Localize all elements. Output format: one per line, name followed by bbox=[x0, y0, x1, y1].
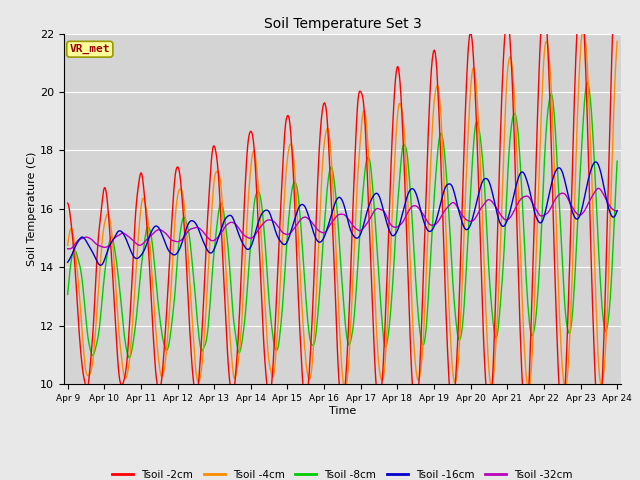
Legend: Tsoil -2cm, Tsoil -4cm, Tsoil -8cm, Tsoil -16cm, Tsoil -32cm: Tsoil -2cm, Tsoil -4cm, Tsoil -8cm, Tsoi… bbox=[108, 466, 577, 480]
Tsoil -32cm bbox=[131, 240, 139, 245]
Tsoil -8cm bbox=[426, 266, 434, 272]
Tsoil -2cm bbox=[595, 418, 603, 423]
Tsoil -8cm bbox=[584, 80, 591, 85]
Tsoil -32cm bbox=[216, 232, 223, 238]
Tsoil -16cm bbox=[426, 228, 434, 234]
Tsoil -2cm bbox=[74, 305, 81, 311]
Tsoil -32cm bbox=[64, 246, 72, 252]
Tsoil -2cm bbox=[426, 109, 433, 115]
Tsoil -8cm bbox=[125, 355, 133, 360]
Tsoil -8cm bbox=[216, 203, 223, 208]
Tsoil -8cm bbox=[74, 254, 81, 260]
Tsoil -4cm bbox=[186, 281, 194, 287]
Tsoil -16cm bbox=[187, 218, 195, 224]
Tsoil -32cm bbox=[613, 208, 621, 214]
Line: Tsoil -32cm: Tsoil -32cm bbox=[68, 189, 617, 249]
Tsoil -4cm bbox=[215, 171, 223, 177]
Tsoil -2cm bbox=[409, 391, 417, 396]
Tsoil -16cm bbox=[216, 231, 223, 237]
Tsoil -16cm bbox=[64, 259, 72, 265]
Line: Tsoil -16cm: Tsoil -16cm bbox=[68, 162, 617, 265]
Tsoil -4cm bbox=[613, 38, 621, 44]
Tsoil -4cm bbox=[131, 297, 138, 303]
Title: Soil Temperature Set 3: Soil Temperature Set 3 bbox=[264, 17, 421, 31]
Tsoil -2cm bbox=[131, 235, 138, 241]
Tsoil -32cm bbox=[65, 246, 73, 252]
Tsoil -32cm bbox=[595, 186, 603, 192]
Tsoil -32cm bbox=[410, 203, 418, 209]
Tsoil -16cm bbox=[74, 240, 81, 245]
Tsoil -4cm bbox=[74, 271, 81, 277]
Tsoil -4cm bbox=[64, 242, 72, 248]
Tsoil -2cm bbox=[215, 180, 223, 186]
Tsoil -16cm bbox=[97, 263, 104, 268]
Tsoil -4cm bbox=[409, 327, 417, 333]
Tsoil -8cm bbox=[64, 291, 72, 297]
Tsoil -16cm bbox=[592, 159, 600, 165]
Tsoil -2cm bbox=[64, 200, 72, 206]
Tsoil -16cm bbox=[410, 187, 418, 192]
Tsoil -32cm bbox=[187, 226, 195, 232]
Line: Tsoil -2cm: Tsoil -2cm bbox=[68, 0, 617, 420]
Tsoil -32cm bbox=[74, 237, 82, 243]
Tsoil -8cm bbox=[187, 245, 195, 251]
Tsoil -8cm bbox=[410, 246, 418, 252]
Tsoil -4cm bbox=[580, 26, 588, 32]
Tsoil -8cm bbox=[613, 158, 621, 164]
Tsoil -8cm bbox=[131, 327, 139, 333]
Tsoil -32cm bbox=[426, 222, 434, 228]
Text: VR_met: VR_met bbox=[70, 44, 110, 54]
Tsoil -4cm bbox=[426, 199, 433, 204]
Tsoil -2cm bbox=[186, 330, 194, 336]
X-axis label: Time: Time bbox=[329, 406, 356, 416]
Line: Tsoil -8cm: Tsoil -8cm bbox=[68, 83, 617, 358]
Line: Tsoil -4cm: Tsoil -4cm bbox=[68, 29, 617, 390]
Tsoil -4cm bbox=[561, 387, 569, 393]
Tsoil -16cm bbox=[613, 208, 621, 214]
Y-axis label: Soil Temperature (C): Soil Temperature (C) bbox=[28, 152, 37, 266]
Tsoil -16cm bbox=[131, 255, 139, 261]
